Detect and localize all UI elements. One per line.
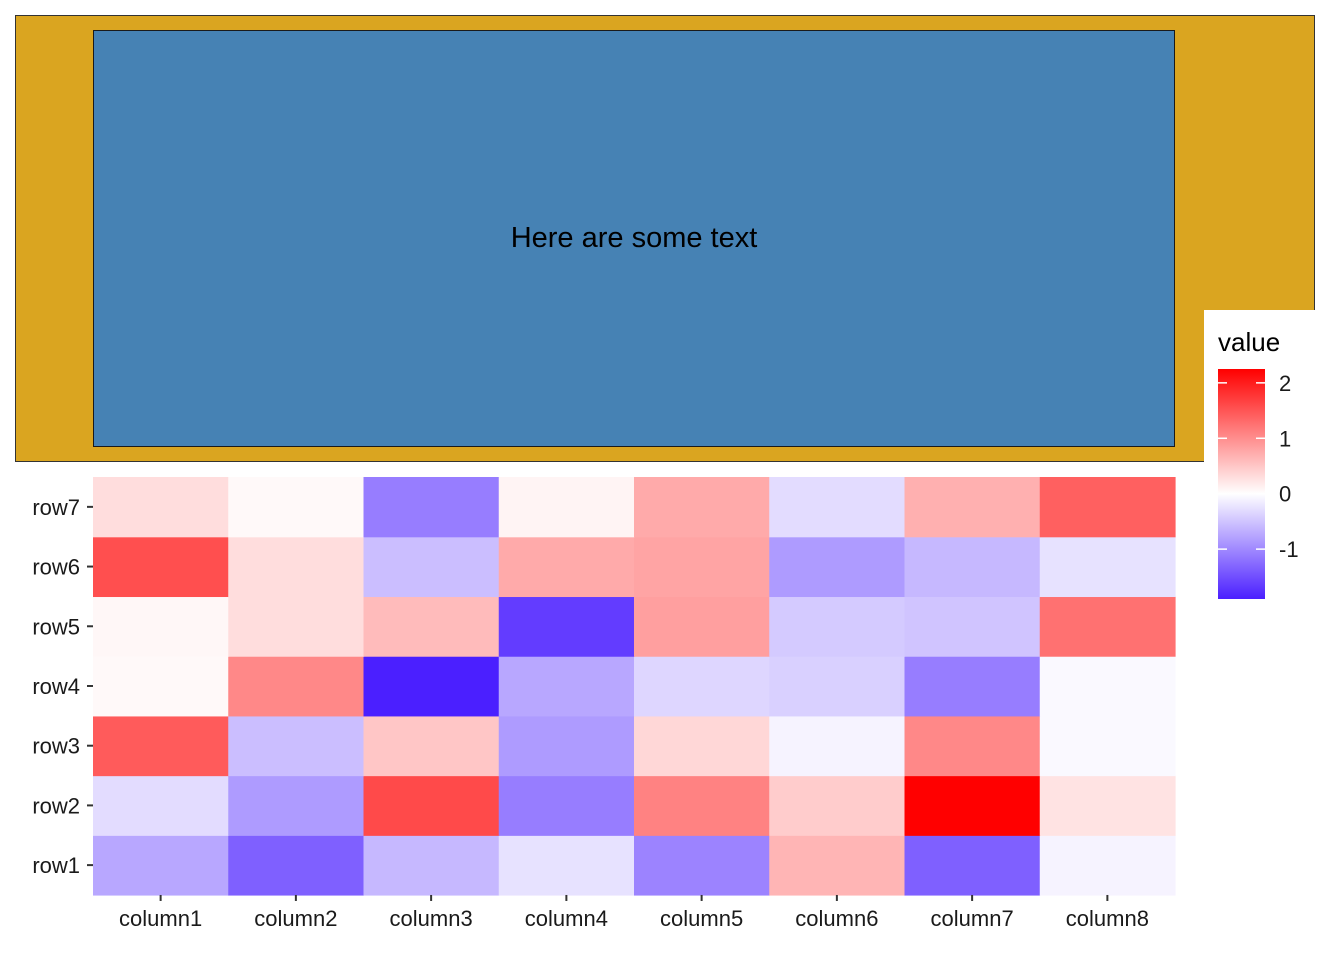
annotation-text: Here are some text bbox=[510, 222, 758, 254]
y-tick-label-row6: row6 bbox=[32, 555, 80, 580]
heatmap-cell-row5-column5 bbox=[634, 596, 770, 657]
heatmap-cell-row5-column2 bbox=[228, 596, 365, 657]
heatmap-cell-row6-column2 bbox=[228, 536, 365, 598]
legend-title: value bbox=[1218, 327, 1280, 357]
heatmap-cell-row7-column7 bbox=[904, 477, 1041, 538]
heatmap-cell-row7-column1 bbox=[93, 477, 229, 538]
y-tick-label-row4: row4 bbox=[32, 674, 80, 699]
heatmap-cell-row5-column3 bbox=[363, 596, 500, 657]
heatmap-cell-row3-column8 bbox=[1039, 715, 1176, 777]
annotation-text-box: Here are some text bbox=[93, 30, 1175, 447]
heatmap-cell-row2-column2 bbox=[228, 775, 365, 836]
heatmap-cell-row4-column6 bbox=[769, 656, 906, 717]
heatmap-cell-row1-column7 bbox=[904, 835, 1041, 896]
heatmap-cell-row3-column7 bbox=[904, 715, 1041, 777]
heatmap-cell-row6-column8 bbox=[1039, 536, 1176, 598]
heatmap-cell-row1-column6 bbox=[769, 835, 906, 896]
heatmap-cell-row6-column1 bbox=[93, 536, 229, 598]
x-tick-label-column1: column1 bbox=[119, 906, 202, 931]
heatmap-cell-row1-column8 bbox=[1039, 835, 1176, 896]
heatmap-cell-row4-column2 bbox=[228, 656, 365, 717]
heatmap-cell-row1-column5 bbox=[634, 835, 770, 896]
heatmap-cell-row2-column7 bbox=[904, 775, 1041, 836]
heatmap-cell-row6-column5 bbox=[634, 536, 770, 598]
heatmap-cell-row5-column8 bbox=[1039, 596, 1176, 657]
y-tick-label-row2: row2 bbox=[32, 793, 80, 818]
heatmap-cell-row4-column5 bbox=[634, 656, 770, 717]
heatmap-cell-row7-column8 bbox=[1039, 477, 1176, 538]
x-tick-label-column5: column5 bbox=[660, 906, 743, 931]
heatmap-cell-row6-column3 bbox=[363, 536, 500, 598]
heatmap-cell-row1-column1 bbox=[93, 835, 229, 896]
x-axis: column1 column2 column3 column4 column5 colum… bbox=[119, 894, 1149, 931]
heatmap-cell-row7-column2 bbox=[228, 477, 365, 538]
heatmap-cell-row1-column3 bbox=[363, 835, 500, 896]
heatmap-cell-row1-column4 bbox=[498, 835, 635, 896]
x-tick-label-column7: column7 bbox=[931, 906, 1014, 931]
x-tick-label-column6: column6 bbox=[795, 906, 878, 931]
heatmap-cell-row5-column7 bbox=[904, 596, 1041, 657]
legend-tick-label: 2 bbox=[1279, 371, 1291, 396]
x-tick-label-column8: column8 bbox=[1066, 906, 1149, 931]
heatmap-cell-row6-column6 bbox=[769, 536, 906, 598]
x-tick-label-column3: column3 bbox=[390, 906, 473, 931]
heatmap-cell-row3-column2 bbox=[228, 715, 365, 777]
heatmap-cell-row4-column4 bbox=[498, 656, 635, 717]
heatmap-cell-row3-column1 bbox=[93, 715, 229, 777]
heatmap-cell-row7-column4 bbox=[498, 477, 635, 538]
heatmap-cell-row5-column4 bbox=[498, 596, 635, 657]
legend-colorbar bbox=[1218, 369, 1265, 599]
legend-tick-label: 0 bbox=[1279, 482, 1291, 507]
heatmap-cell-row2-column6 bbox=[769, 775, 906, 836]
y-axis: row1 row2 row3 row4 row5 row6 row7 bbox=[32, 495, 93, 878]
heatmap-cell-row7-column6 bbox=[769, 477, 906, 538]
y-tick-label-row1: row1 bbox=[32, 853, 80, 878]
heatmap-cell-row2-column3 bbox=[363, 775, 500, 836]
heatmap-cell-row4-column1 bbox=[93, 656, 229, 717]
heatmap-cell-row3-column6 bbox=[769, 715, 906, 777]
heatmap-cell-row3-column4 bbox=[498, 715, 635, 777]
heatmap-cell-row5-column1 bbox=[93, 596, 229, 657]
heatmap-cell-row5-column6 bbox=[769, 596, 906, 657]
legend-tick-label: 1 bbox=[1279, 426, 1291, 451]
heatmap-cell-row3-column5 bbox=[634, 715, 770, 777]
y-tick-label-row3: row3 bbox=[32, 734, 80, 759]
legend-ticks: 2 1 0 -1 bbox=[1218, 371, 1299, 562]
heatmap-cell-row4-column7 bbox=[904, 656, 1041, 717]
heatmap-cell-row1-column2 bbox=[228, 835, 365, 896]
heatmap-cell-row2-column8 bbox=[1039, 775, 1176, 836]
heatmap-cell-row4-column8 bbox=[1039, 656, 1176, 717]
legend-tick-label: -1 bbox=[1279, 537, 1299, 562]
heatmap-cell-row7-column5 bbox=[634, 477, 770, 538]
heatmap-cell-row2-column5 bbox=[634, 775, 770, 836]
heatmap-cell-row7-column3 bbox=[363, 477, 500, 538]
heatmap-cell-row2-column1 bbox=[93, 775, 229, 836]
x-tick-label-column4: column4 bbox=[525, 906, 608, 931]
heatmap-cell-row3-column3 bbox=[363, 715, 500, 777]
heatmap-cell-row6-column7 bbox=[904, 536, 1041, 598]
heatmap-cell-row2-column4 bbox=[498, 775, 635, 836]
heatmap-cells bbox=[93, 477, 1176, 896]
y-tick-label-row5: row5 bbox=[32, 614, 80, 639]
heatmap-cell-row6-column4 bbox=[498, 536, 635, 598]
y-tick-label-row7: row7 bbox=[32, 495, 80, 520]
legend: value 2 1 0 -1 bbox=[1218, 327, 1299, 599]
x-tick-label-column2: column2 bbox=[254, 906, 337, 931]
heatmap-cell-row4-column3 bbox=[363, 656, 500, 717]
